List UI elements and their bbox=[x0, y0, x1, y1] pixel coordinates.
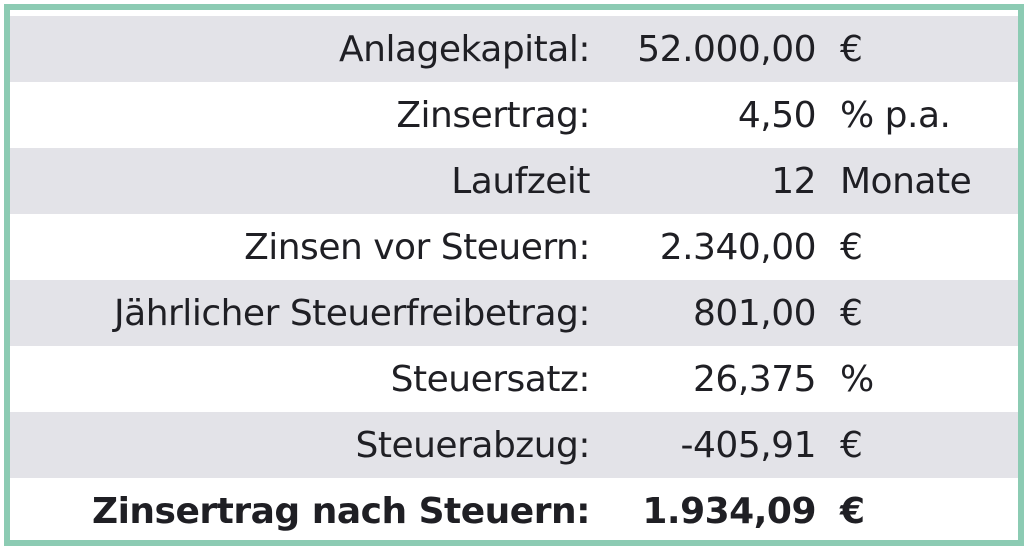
row-value: 2.340,00 bbox=[659, 226, 817, 268]
table-row-laufzeit: Laufzeit 12 Monate bbox=[10, 148, 1018, 214]
table-row-zinsertrag-nach-steuern: Zinsertrag nach Steuern: 1.934,09 € bbox=[10, 478, 1018, 540]
table-row-steuersatz: Steuersatz: 26,375 % bbox=[10, 346, 1018, 412]
row-value: 801,00 bbox=[693, 292, 816, 334]
table-row-steuerfreibetrag: Jährlicher Steuerfreibetrag: 801,00 € bbox=[10, 280, 1018, 346]
row-label: Zinsertrag: bbox=[396, 94, 590, 136]
table-row-steuerabzug: Steuerabzug: -405,91 € bbox=[10, 412, 1018, 478]
row-value: 12 bbox=[771, 160, 816, 202]
row-label: Laufzeit bbox=[451, 160, 590, 202]
row-label: Jährlicher Steuerfreibetrag: bbox=[114, 292, 590, 334]
row-value: -405,91 bbox=[680, 424, 817, 466]
row-value: 4,50 bbox=[737, 94, 817, 136]
row-label: Anlagekapital: bbox=[339, 28, 590, 70]
row-unit-total: € bbox=[840, 490, 865, 532]
row-label: Steuersatz: bbox=[390, 358, 591, 400]
row-unit: € bbox=[840, 28, 863, 70]
row-label-total: Zinsertrag nach Steuern: bbox=[91, 490, 591, 532]
table-row-zinsen-vor-steuern: Zinsen vor Steuern: 2.340,00 € bbox=[10, 214, 1018, 280]
row-value-total: 1.934,09 bbox=[642, 490, 816, 532]
row-unit: € bbox=[840, 292, 863, 334]
interest-calculation-table: Anlagekapital: 52.000,00 € Zinsertrag: 4… bbox=[4, 4, 1024, 546]
row-label: Zinsen vor Steuern: bbox=[244, 226, 590, 268]
row-value: 26,375 bbox=[693, 358, 816, 400]
row-unit: € bbox=[840, 424, 863, 466]
row-unit: Monate bbox=[840, 160, 972, 202]
row-value: 52.000,00 bbox=[637, 28, 816, 70]
table-row-zinsertrag: Zinsertrag: 4,50 % p.a. bbox=[10, 82, 1018, 148]
row-unit: € bbox=[840, 226, 863, 268]
row-label: Steuerabzug: bbox=[355, 424, 591, 466]
table-row-anlagekapital: Anlagekapital: 52.000,00 € bbox=[10, 16, 1018, 82]
row-unit: % p.a. bbox=[840, 94, 951, 136]
row-unit: % bbox=[840, 358, 874, 400]
